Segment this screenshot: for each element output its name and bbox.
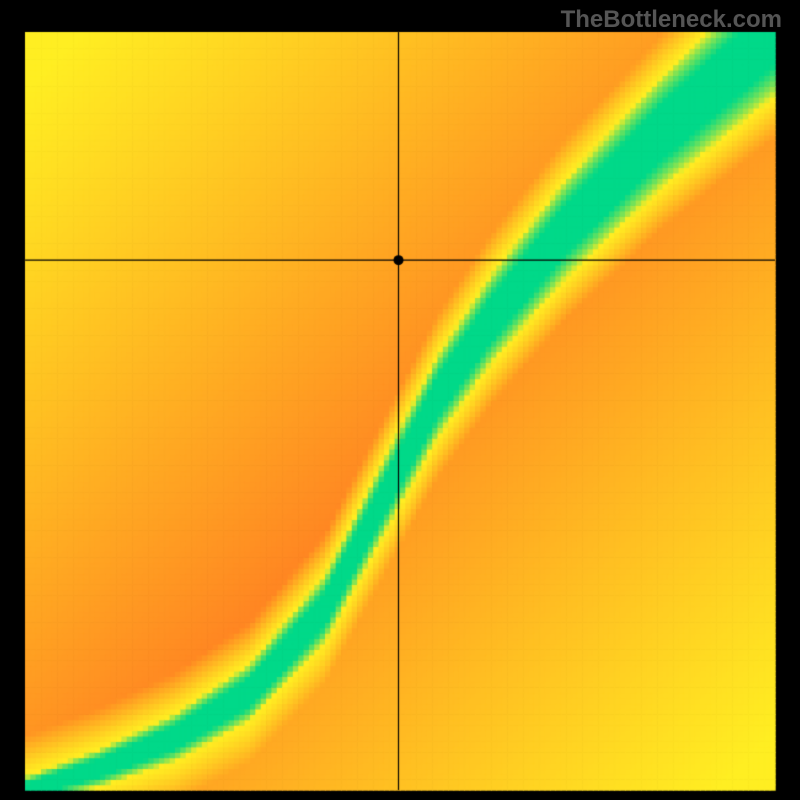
watermark-text: TheBottleneck.com (561, 6, 782, 34)
crosshair-overlay (0, 0, 800, 800)
chart-container: TheBottleneck.com (0, 0, 800, 800)
